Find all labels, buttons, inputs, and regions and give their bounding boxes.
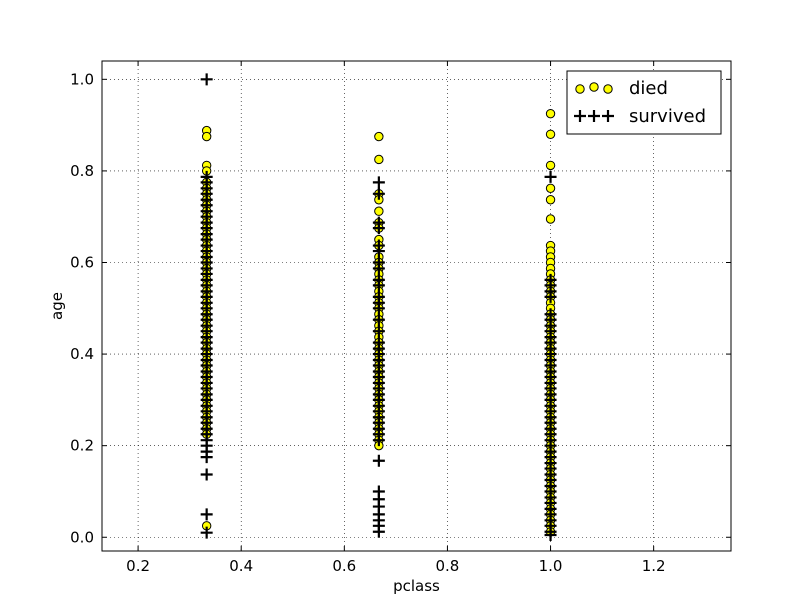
point-survived	[372, 176, 385, 189]
point-survived	[372, 187, 385, 200]
point-survived	[372, 279, 385, 292]
legend-label-died: died	[629, 78, 668, 99]
y-axis-label: age	[48, 292, 66, 320]
point-died	[374, 154, 384, 165]
point-died	[374, 206, 384, 216]
y-tick-label: 0.6	[70, 253, 94, 271]
legend-label-survived: survived	[629, 106, 706, 127]
y-tick-label: 0.0	[70, 528, 94, 546]
point-survived	[372, 325, 385, 338]
series-survived	[200, 73, 557, 541]
y-tick-label: 0.4	[70, 345, 94, 363]
x-tick-label: 0.8	[436, 557, 460, 575]
point-survived	[200, 526, 213, 539]
point-died	[545, 129, 556, 139]
point-survived	[200, 73, 213, 86]
point-survived	[372, 245, 385, 258]
plot-frame	[101, 60, 732, 552]
point-survived	[372, 222, 385, 235]
point-survived	[544, 290, 557, 303]
point-survived	[200, 451, 213, 464]
point-died	[545, 108, 556, 119]
point-died	[374, 131, 384, 142]
y-tick-label: 1.0	[70, 70, 94, 88]
x-tick-label: 0.6	[332, 557, 356, 575]
point-survived	[372, 302, 385, 315]
x-tick-label: 0.2	[126, 557, 150, 575]
legend-marker-survived	[588, 110, 600, 122]
legend-box	[566, 70, 722, 135]
point-survived	[372, 434, 385, 447]
point-survived	[372, 262, 385, 275]
point-died	[545, 160, 556, 171]
point-survived	[372, 525, 385, 538]
legend-marker-survived	[602, 110, 614, 122]
legend-marker-died	[589, 82, 599, 92]
point-died	[545, 183, 556, 194]
y-tick-label: 0.2	[70, 437, 94, 455]
legend-markers	[574, 82, 614, 122]
point-survived	[544, 528, 557, 541]
legend-marker-died	[575, 84, 585, 94]
point-survived	[372, 454, 385, 467]
x-tick-label: 1.0	[539, 557, 563, 575]
x-tick-label: 0.4	[229, 557, 253, 575]
point-survived	[200, 468, 213, 481]
axis-ticks: 0.2 0.4 0.6 0.8 1.0 1.2 0.0 0.2 0.4 0.6 0.8 1.0	[70, 61, 731, 575]
legend: died survived	[566, 70, 722, 135]
point-died	[545, 195, 556, 205]
y-tick-label: 0.8	[70, 162, 94, 180]
point-survived	[544, 170, 557, 183]
data-points	[200, 73, 557, 541]
x-axis-label: pclass	[393, 577, 440, 595]
point-died	[545, 214, 556, 224]
point-died	[201, 131, 212, 142]
x-tick-label: 1.2	[642, 557, 666, 575]
legend-marker-died	[603, 84, 613, 94]
point-survived	[372, 313, 385, 326]
point-survived	[200, 508, 213, 521]
legend-marker-survived	[574, 110, 586, 122]
